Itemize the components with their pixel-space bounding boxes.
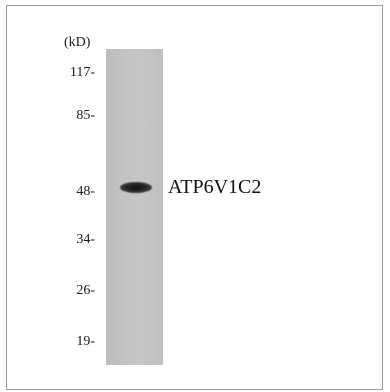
band-label: ATP6V1C2 — [168, 176, 262, 198]
protein-band — [120, 182, 152, 193]
marker-85: 85- — [76, 108, 95, 123]
marker-26: 26- — [76, 283, 95, 298]
marker-34: 34- — [76, 232, 95, 247]
marker-19: 19- — [76, 334, 95, 349]
blot-frame — [6, 5, 383, 390]
marker-117: 117- — [69, 65, 95, 80]
marker-48: 48- — [76, 184, 95, 199]
gel-lane — [106, 49, 163, 365]
unit-label: (kD) — [64, 35, 91, 50]
